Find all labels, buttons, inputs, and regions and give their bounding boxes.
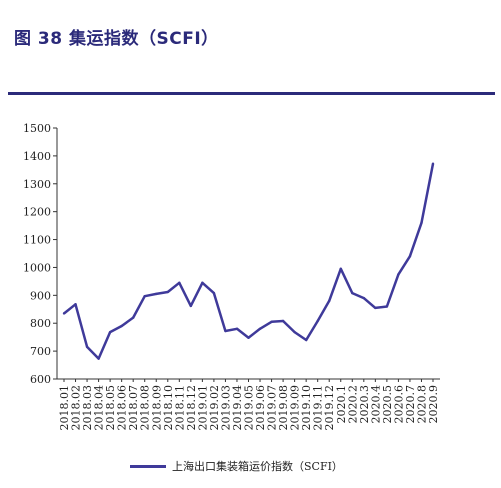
x-tick-label: 2019.11 [312,385,325,431]
y-tick-label: 600 [30,373,51,386]
data-point [385,305,389,308]
x-tick-label: 2020.4 [369,385,382,424]
x-tick-label: 2020.8 [415,385,428,424]
x-tick-label: 2020.2 [346,385,359,424]
data-point [189,304,193,308]
x-tick-label: 2020.9 [427,385,440,424]
data-point [143,294,146,298]
y-tick-label: 900 [30,289,51,302]
data-point [431,162,435,165]
x-tick-label: 2018.07 [127,385,140,431]
data-point [224,329,227,333]
x-tick-label: 2018.03 [81,385,94,431]
data-point [62,312,66,315]
data-point [351,291,354,295]
data-point [155,292,158,296]
data-point [235,327,239,330]
x-tick-label: 2019.03 [219,385,232,431]
x-tick-label: 2019.06 [254,385,267,431]
data-point [316,319,319,323]
data-point [120,324,123,328]
data-point [178,281,181,284]
x-tick-label: 2018.06 [116,385,129,431]
figure-title: 图 38 集运指数（SCFI） [14,29,219,49]
data-point [108,330,112,334]
x-tick-label: 2019.02 [208,385,221,431]
data-point [212,291,216,295]
x-tick-label: 2020.5 [381,385,394,424]
x-tick-label: 2018.05 [104,385,117,431]
data-point [258,327,262,330]
x-tick-label: 2019.04 [231,385,244,431]
x-tick-label: 2018.09 [150,385,163,431]
x-axis-ticks: 2018.012018.022018.032018.042018.052018.… [58,379,440,431]
x-tick-label: 2019.09 [289,385,302,431]
y-tick-label: 700 [30,345,51,358]
data-point [339,267,342,271]
y-tick-label: 1200 [23,206,51,219]
y-tick-label: 1400 [23,150,51,163]
x-tick-label: 2019.01 [196,385,209,431]
x-tick-label: 2018.02 [70,385,83,431]
x-tick-label: 2019.08 [277,385,290,431]
y-tick-label: 1100 [23,234,51,247]
x-tick-label: 2018.01 [58,385,71,431]
x-tick-label: 2018.08 [139,385,152,431]
data-point [408,255,412,258]
legend-swatch [130,464,166,468]
x-tick-label: 2019.05 [243,385,256,431]
series-layer [62,162,435,360]
y-axis-ticks: 600 700 800 900 1000 1100 1200 1300 1400 1500 [23,122,57,386]
x-tick-label: 2019.07 [266,385,279,431]
data-point [304,338,308,342]
x-tick-label: 2019.12 [323,385,336,431]
y-tick-label: 800 [30,317,51,330]
legend-label: 上海出口集装箱运价指数（SCFI） [172,460,343,473]
data-point [374,306,377,310]
y-tick-label: 1000 [23,261,51,274]
x-tick-label: 2018.12 [185,385,198,431]
data-point [281,319,285,323]
title-divider [8,92,495,95]
x-tick-label: 2018.04 [93,385,106,431]
data-point [201,281,204,284]
y-tick-label: 1300 [23,178,51,191]
data-point [97,357,100,360]
x-tick-label: 2020.6 [392,385,405,424]
series-line [63,163,435,360]
x-tick-label: 2018.11 [173,385,186,431]
x-tick-label: 2020.1 [335,385,348,424]
data-point [328,299,331,303]
legend: 上海出口集装箱运价指数（SCFI） [130,458,343,474]
x-tick-label: 2018.10 [162,385,175,431]
data-point [166,290,169,294]
data-point [362,296,366,300]
x-tick-label: 2020.3 [358,385,371,424]
data-point [420,221,423,225]
x-tick-label: 2019.10 [300,385,313,431]
data-point [270,320,273,324]
data-point [293,330,296,334]
x-tick-label: 2020.7 [404,385,417,424]
data-point [131,316,135,319]
data-point [397,273,400,276]
y-tick-label: 1500 [23,122,51,135]
data-point [247,336,250,339]
chart-axes [56,128,440,380]
data-point [74,303,77,306]
data-point [85,345,89,349]
